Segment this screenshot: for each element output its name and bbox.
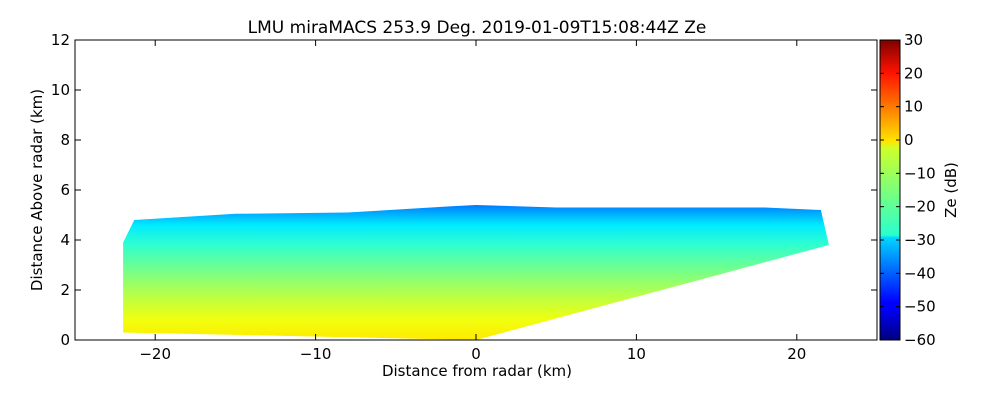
- chart-title: LMU miraMACS 253.9 Deg. 2019-01-09T15:08…: [248, 18, 707, 38]
- reflectivity-echo-layer: [123, 205, 829, 340]
- x-axis-ticks: −20 −10 0 10 20: [139, 40, 806, 363]
- y-tick-label: 8: [60, 131, 70, 149]
- colorbar-tick-label: 20: [904, 64, 923, 82]
- y-tick-label: 0: [60, 331, 70, 349]
- colorbar-tick-label: 0: [904, 131, 914, 149]
- x-axis-label: Distance from radar (km): [382, 362, 572, 380]
- colorbar-tick-label: −40: [904, 264, 936, 282]
- x-tick-label: −20: [139, 345, 171, 363]
- colorbar-tick-label: −20: [904, 198, 936, 216]
- colorbar-tick-label: 10: [904, 98, 923, 116]
- colorbar-ticks: 30 20 10 0 −10 −20 −30 −40 −50 −60: [880, 31, 936, 349]
- y-tick-label: 12: [51, 31, 70, 49]
- colorbar-tick-label: −60: [904, 331, 936, 349]
- colorbar-tick-label: −50: [904, 298, 936, 316]
- y-tick-label: 4: [60, 231, 70, 249]
- y-tick-label: 2: [60, 281, 70, 299]
- colorbar-tick-label: 30: [904, 31, 923, 49]
- x-tick-label: 0: [471, 345, 481, 363]
- y-tick-label: 10: [51, 81, 70, 99]
- colorbar-label: Ze (dB): [942, 162, 960, 218]
- colorbar-tick-label: −30: [904, 231, 936, 249]
- y-axis-label: Distance Above radar (km): [28, 89, 46, 291]
- x-tick-label: −10: [300, 345, 332, 363]
- colorbar-tick-label: −10: [904, 164, 936, 182]
- y-tick-label: 6: [60, 181, 70, 199]
- echo-region: [123, 205, 829, 340]
- y-axis-ticks: 0 2 4 6 8 10 12: [51, 31, 877, 349]
- x-tick-label: 20: [787, 345, 806, 363]
- x-tick-label: 10: [627, 345, 646, 363]
- colorbar: [879, 39, 901, 341]
